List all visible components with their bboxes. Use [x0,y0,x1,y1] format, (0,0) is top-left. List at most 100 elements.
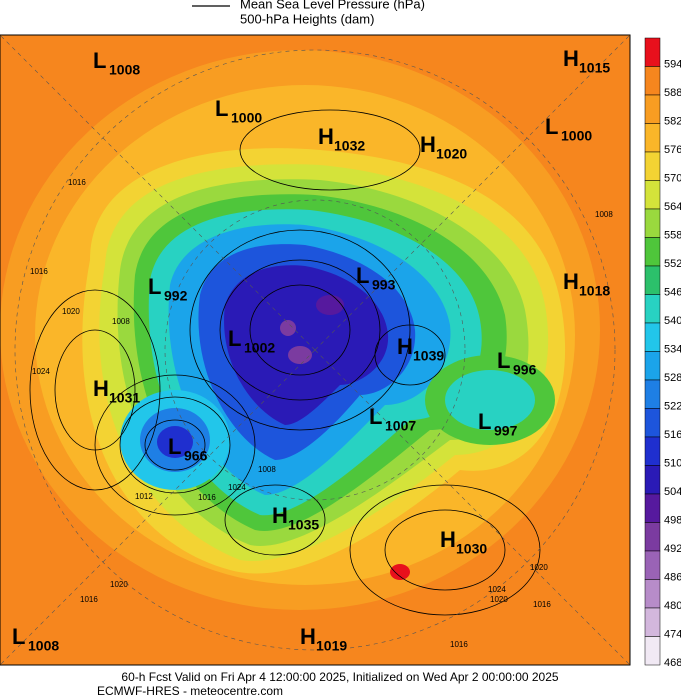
center-letter: L [369,404,382,429]
colorbar-label: 588 [664,87,681,99]
center-letter: H [272,503,288,528]
colorbar-label: 552 [664,258,681,270]
footer-line: ECMWF-HRES - meteocentre.com [97,684,283,698]
center-value: 1008 [109,62,140,78]
colorbar-box [644,208,661,238]
colorbar-label: 492 [664,543,681,555]
center-value: 966 [184,448,208,464]
colorbar-label: 528 [664,372,681,384]
center-value: 1030 [456,541,487,557]
center-letter: L [215,96,228,121]
center-value: 1008 [28,638,59,654]
colorbar-box [644,237,661,267]
colorbar-box [644,636,661,666]
contour-label: 1024 [488,585,506,594]
center-value: 996 [513,362,537,378]
center-value: 997 [494,423,518,439]
colorbar-label: 564 [664,201,681,213]
center-letter: H [440,527,456,552]
center-letter: H [420,132,436,157]
contour-label: 1020 [490,595,508,604]
center-letter: L [228,326,241,351]
contour-label: 1020 [530,563,548,572]
colorbar-box [644,294,661,324]
colorbar-box [644,493,661,523]
center-letter: L [478,409,491,434]
center-letter: H [397,334,413,359]
colorbar-box [644,123,661,153]
center-value: 1018 [579,283,610,299]
colorbar-box [644,522,661,552]
footer-line: 60-h Fcst Valid on Fri Apr 4 12:00:00 20… [121,670,559,684]
center-value: 1002 [244,340,275,356]
colorbar-label: 468 [664,657,681,669]
center-value: 1032 [334,138,365,154]
legend: Mean Sea Level Pressure (hPa) 500-hPa He… [192,0,425,26]
colorbar-label: 558 [664,229,681,241]
center-value: 1000 [561,128,592,144]
legend-label: Mean Sea Level Pressure (hPa) [240,0,425,11]
colorbar-box [644,180,661,210]
colorbar-box [644,379,661,409]
colorbar-box [644,465,661,495]
colorbar-box [644,322,661,352]
center-value: 1015 [579,60,610,76]
contour-label: 1016 [30,267,48,276]
colorbar-box [644,607,661,637]
colorbar-box [644,408,661,438]
contour-label: 1016 [450,640,468,649]
colorbar-label: 474 [664,628,681,640]
center-letter: L [168,434,181,459]
colorbar: 594 588 582 576 570 564 558 552 546 540 534 528 522 5… [644,37,681,669]
center-letter: H [563,46,579,71]
contour-label: 1024 [32,367,50,376]
colorbar-box [644,265,661,295]
colorbar-label: 480 [664,600,681,612]
contour-label: 1016 [198,493,216,502]
center-value: 1031 [109,390,140,406]
colorbar-label: 570 [664,172,681,184]
center-value: 1039 [413,348,444,364]
colorbar-box [644,550,661,580]
colorbar-label: 504 [664,486,681,498]
center-letter: L [356,263,369,288]
center-letter: H [563,269,579,294]
contour-label: 1016 [68,178,86,187]
center-letter: L [497,348,510,373]
center-value: 1020 [436,146,467,162]
colorbar-label: 522 [664,400,681,412]
contour-label: 1016 [80,595,98,604]
center-letter: L [93,48,106,73]
contour-label: 1024 [228,483,246,492]
colorbar-label: 516 [664,429,681,441]
colorbar-box [644,579,661,609]
center-value: 1000 [231,110,262,126]
colorbar-label: 594 [664,58,681,70]
center-value: 993 [372,277,396,293]
colorbar-box [644,151,661,181]
colorbar-label: 486 [664,571,681,583]
contour-label: 1020 [110,580,128,589]
center-letter: H [93,376,109,401]
contour-label: 1012 [135,492,153,501]
colorbar-label: 498 [664,514,681,526]
center-letter: L [12,624,25,649]
contour-label: 1008 [258,465,276,474]
contour-label: 1016 [533,600,551,609]
colorbar-label: 576 [664,144,681,156]
colorbar-label: 546 [664,286,681,298]
center-value: 1007 [385,418,416,434]
contour-label: 1008 [595,210,613,219]
center-value: 1035 [288,517,319,533]
colorbar-label: 582 [664,115,681,127]
center-value: 992 [164,288,188,304]
legend-label: 500-hPa Heights (dam) [240,11,374,26]
center-letter: L [545,114,558,139]
contour-label: 1020 [62,307,80,316]
colorbar-label: 534 [664,343,681,355]
contour-label: 1008 [112,317,130,326]
colorbar-box [644,436,661,466]
colorbar-box [644,66,661,96]
